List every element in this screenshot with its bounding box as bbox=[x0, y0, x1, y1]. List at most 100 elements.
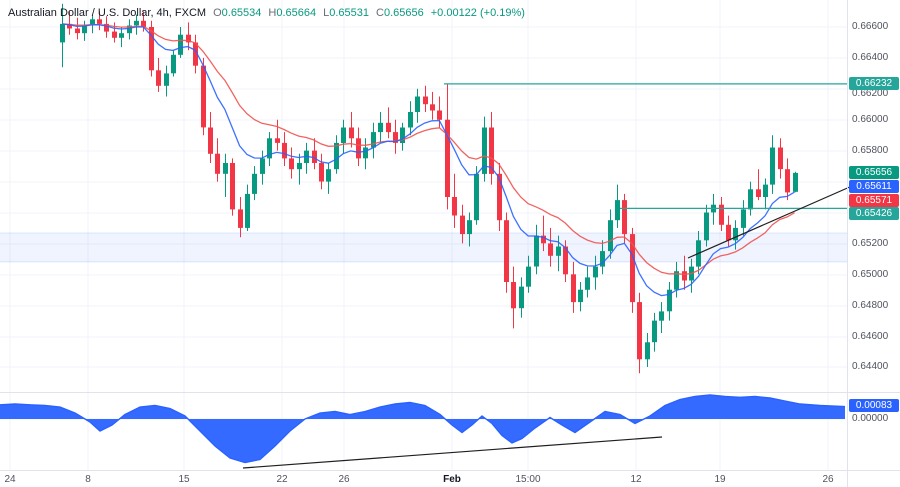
candle-body bbox=[445, 119, 450, 197]
ma-fast-line[interactable] bbox=[61, 23, 795, 297]
candle-body bbox=[608, 220, 613, 252]
close-value: 0.65656 bbox=[383, 7, 424, 19]
candle-body bbox=[223, 163, 228, 174]
candle-body bbox=[186, 34, 191, 43]
candle-body bbox=[90, 19, 95, 26]
candle-body bbox=[460, 215, 465, 235]
candle-body bbox=[556, 246, 561, 256]
trendline[interactable] bbox=[242, 436, 663, 469]
candle-body bbox=[289, 158, 294, 170]
candle-body bbox=[504, 220, 509, 282]
candle-body bbox=[356, 138, 361, 159]
momentum-line bbox=[0, 394, 846, 464]
candle-body bbox=[563, 246, 568, 275]
candle-body bbox=[156, 70, 161, 86]
candle-body bbox=[238, 209, 243, 228]
candle-body bbox=[770, 147, 775, 185]
candle-body bbox=[393, 132, 398, 143]
candle-body bbox=[793, 172, 798, 192]
candle-body bbox=[726, 224, 731, 241]
candle-body bbox=[423, 96, 428, 105]
highlight-band[interactable] bbox=[0, 233, 847, 262]
candle-body bbox=[67, 23, 72, 29]
candle-body bbox=[652, 320, 657, 343]
candle-body bbox=[585, 277, 590, 290]
candle-body bbox=[548, 243, 553, 256]
candle-body bbox=[112, 31, 117, 38]
candle-body bbox=[578, 289, 583, 303]
candle-body bbox=[297, 163, 302, 170]
candle-body bbox=[615, 200, 620, 221]
candle-body bbox=[659, 311, 664, 321]
change-value: +0.00122 (+0.19%) bbox=[430, 7, 525, 19]
candle-body bbox=[134, 20, 139, 26]
candle-body bbox=[482, 127, 487, 174]
candle-body bbox=[312, 150, 317, 163]
high-value: 0.65664 bbox=[276, 7, 317, 19]
candle-body bbox=[437, 110, 442, 120]
candle-body bbox=[260, 158, 265, 174]
candle-body bbox=[334, 142, 339, 170]
candle-body bbox=[164, 73, 169, 86]
candle-body bbox=[201, 65, 206, 128]
candle-body bbox=[763, 184, 768, 197]
candle-body bbox=[474, 173, 479, 221]
low-value: 0.65531 bbox=[329, 7, 370, 19]
candle-body bbox=[526, 266, 531, 287]
candle-body bbox=[519, 286, 524, 309]
candle-body bbox=[497, 173, 502, 221]
candle-body bbox=[208, 127, 213, 154]
candle-body bbox=[141, 20, 146, 27]
candle-body bbox=[741, 209, 746, 228]
candle-body bbox=[363, 147, 368, 159]
candle-body bbox=[252, 173, 257, 194]
candle-body bbox=[349, 127, 354, 139]
candle-body bbox=[60, 23, 65, 43]
candle-body bbox=[267, 138, 272, 159]
candle-body bbox=[682, 271, 687, 281]
candle-body bbox=[571, 274, 576, 303]
candle-body bbox=[400, 127, 405, 143]
trendline[interactable] bbox=[687, 185, 853, 259]
candle-body bbox=[719, 204, 724, 225]
momentum-area bbox=[0, 395, 845, 463]
candle-body bbox=[386, 122, 391, 133]
symbol-title[interactable]: Australian Dollar / U.S. Dollar, 4h, FXC… bbox=[8, 7, 207, 19]
candle-body bbox=[756, 189, 761, 197]
candle-body bbox=[415, 96, 420, 112]
candle-body bbox=[275, 138, 280, 143]
candle-body bbox=[667, 289, 672, 312]
candle-body bbox=[341, 127, 346, 143]
candle-body bbox=[593, 266, 598, 278]
low-label: L bbox=[323, 7, 330, 19]
candle-body bbox=[178, 34, 183, 55]
symbol-legend: Australian Dollar / U.S. Dollar, 4h, FXC… bbox=[8, 7, 525, 19]
ma-slow-line[interactable] bbox=[61, 23, 795, 275]
candle-body bbox=[748, 189, 753, 210]
candle-body bbox=[785, 169, 790, 193]
candle-body bbox=[119, 33, 124, 38]
candle-body bbox=[82, 25, 87, 34]
candle-body bbox=[452, 197, 457, 216]
candle-body bbox=[193, 42, 198, 66]
candle-body bbox=[282, 142, 287, 159]
candle-body bbox=[104, 23, 109, 32]
high-label: H bbox=[268, 7, 277, 19]
candle-body bbox=[467, 220, 472, 235]
candle-body bbox=[645, 342, 650, 360]
close-label: C bbox=[376, 7, 384, 19]
candle-body bbox=[733, 227, 738, 241]
candle-body bbox=[674, 271, 679, 290]
candle-body bbox=[127, 25, 132, 34]
candle-body bbox=[215, 153, 220, 174]
candle-body bbox=[326, 169, 331, 182]
candle-body bbox=[378, 122, 383, 133]
candle-body bbox=[489, 127, 494, 174]
candle-body bbox=[171, 54, 176, 74]
candle-body bbox=[637, 302, 642, 360]
candlestick-series[interactable] bbox=[60, 3, 798, 374]
candle-body bbox=[371, 132, 376, 148]
candle-body bbox=[75, 28, 80, 34]
